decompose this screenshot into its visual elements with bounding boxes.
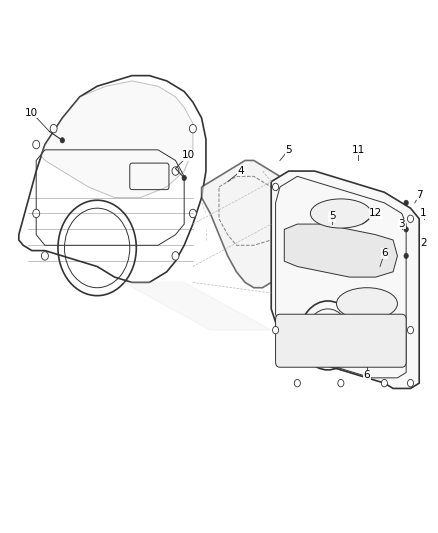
Circle shape: [60, 138, 64, 143]
PathPatch shape: [284, 224, 397, 277]
Text: 10: 10: [25, 108, 39, 118]
Text: 3: 3: [399, 219, 405, 229]
Circle shape: [172, 167, 179, 175]
Circle shape: [50, 124, 57, 133]
Text: 6: 6: [364, 370, 370, 380]
Circle shape: [381, 379, 388, 387]
Text: 11: 11: [352, 145, 365, 155]
Text: 2: 2: [420, 238, 427, 248]
Circle shape: [404, 253, 408, 259]
Circle shape: [189, 124, 196, 133]
Circle shape: [33, 140, 40, 149]
Circle shape: [182, 175, 186, 181]
Text: 5: 5: [285, 145, 292, 155]
PathPatch shape: [41, 81, 193, 198]
Text: 5: 5: [329, 211, 336, 221]
FancyBboxPatch shape: [276, 314, 406, 367]
Circle shape: [404, 200, 408, 206]
Circle shape: [294, 379, 300, 387]
Ellipse shape: [336, 288, 397, 319]
Circle shape: [407, 215, 413, 222]
Text: 12: 12: [369, 208, 382, 219]
Text: 10: 10: [182, 150, 195, 160]
Circle shape: [42, 252, 48, 260]
Ellipse shape: [311, 199, 371, 228]
PathPatch shape: [271, 171, 419, 389]
Polygon shape: [123, 282, 271, 330]
Circle shape: [189, 209, 196, 217]
Circle shape: [272, 326, 279, 334]
Text: 7: 7: [416, 190, 423, 200]
PathPatch shape: [201, 160, 306, 288]
Text: 6: 6: [381, 248, 388, 259]
Circle shape: [404, 227, 408, 232]
Circle shape: [172, 252, 179, 260]
Text: 4: 4: [237, 166, 244, 176]
Circle shape: [407, 379, 413, 387]
Circle shape: [338, 379, 344, 387]
Circle shape: [272, 183, 279, 191]
Circle shape: [33, 209, 40, 217]
Text: 1: 1: [420, 208, 427, 219]
Circle shape: [407, 326, 413, 334]
